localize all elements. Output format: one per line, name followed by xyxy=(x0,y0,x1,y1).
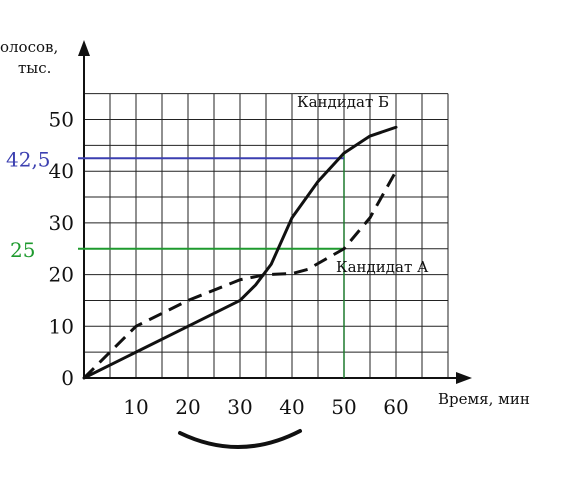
y-tick-label: 50 xyxy=(49,108,74,132)
curved-brace-mark xyxy=(178,429,302,449)
x-tick-label: 50 xyxy=(331,395,356,419)
annotation-label: 42,5 xyxy=(6,147,51,171)
annotation-label: 25 xyxy=(10,238,35,262)
x-tick-label: 10 xyxy=(123,395,148,419)
x-tick-label: 30 xyxy=(227,395,252,419)
y-axis-label-line2: тыс. xyxy=(18,59,51,77)
y-tick-label: 0 xyxy=(61,366,74,390)
series-line-candidate-a xyxy=(82,170,398,380)
series-label-candidate-a: Кандидат А xyxy=(336,258,429,276)
series-group xyxy=(82,125,398,380)
series-line-candidate-b xyxy=(82,125,398,380)
y-tick-label: 20 xyxy=(49,263,74,287)
x-tick-label: 60 xyxy=(383,395,408,419)
y-axis-label-line1: олосов, xyxy=(0,38,58,56)
y-tick-label: 10 xyxy=(49,314,74,338)
y-tick-label: 40 xyxy=(49,159,74,183)
y-axis-arrow xyxy=(78,40,90,56)
axes xyxy=(78,40,472,384)
series-label-candidate-b: Кандидат Б xyxy=(297,93,389,111)
annotations: 42,5 25 xyxy=(6,147,345,378)
x-tick-label: 20 xyxy=(175,395,200,419)
y-tick-label: 30 xyxy=(49,211,74,235)
x-axis-arrow xyxy=(456,372,472,384)
x-tick-label: 40 xyxy=(279,395,304,419)
tick-labels: 10 20 30 40 50 60 0 10 20 30 40 50 xyxy=(49,108,409,420)
x-axis-label: Время, мин xyxy=(438,390,530,408)
grid xyxy=(84,93,449,378)
